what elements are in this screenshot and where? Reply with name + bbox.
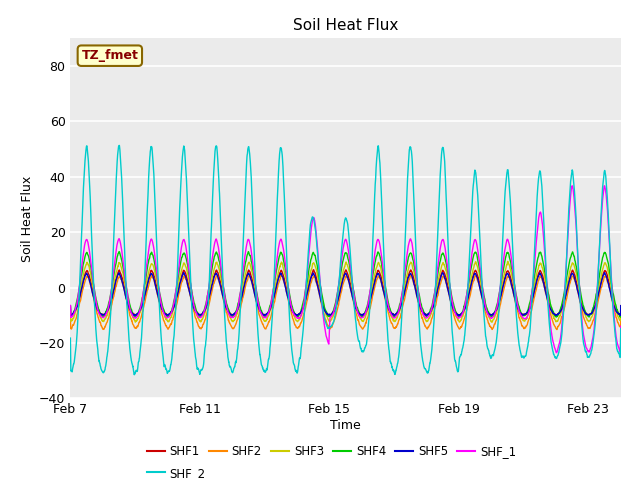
Legend: SHF_2: SHF_2 (142, 462, 211, 480)
X-axis label: Time: Time (330, 419, 361, 432)
Y-axis label: Soil Heat Flux: Soil Heat Flux (20, 175, 34, 262)
Text: TZ_fmet: TZ_fmet (81, 49, 138, 62)
Title: Soil Heat Flux: Soil Heat Flux (293, 18, 398, 33)
